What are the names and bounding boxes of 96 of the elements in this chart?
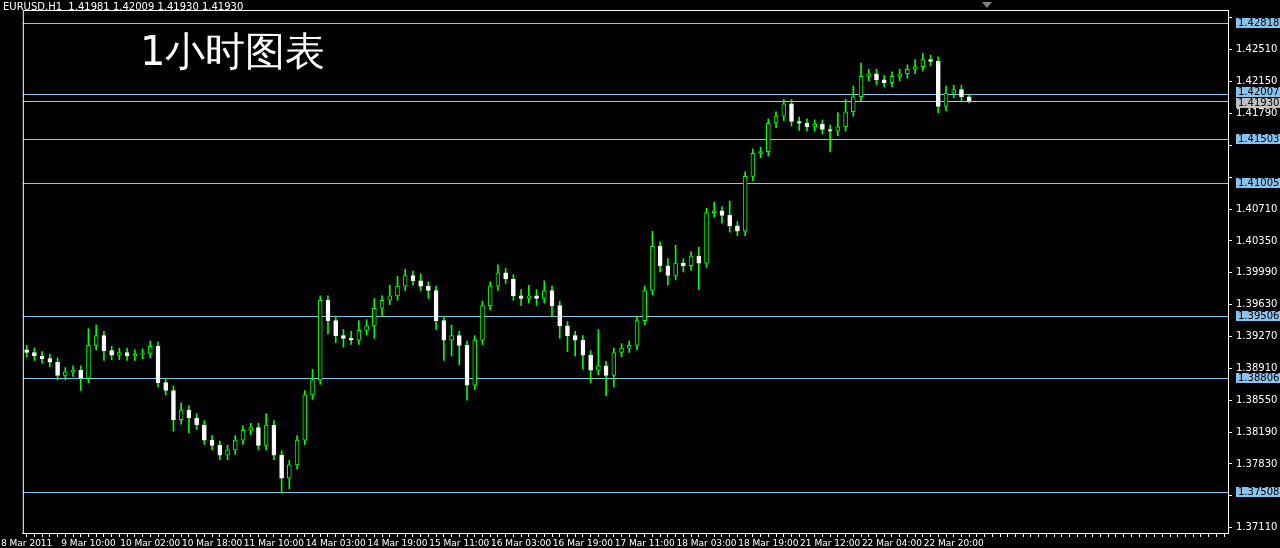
candlestick	[835, 112, 841, 136]
candlestick	[735, 221, 740, 236]
candlestick	[202, 420, 207, 445]
text: 1小时图表	[140, 27, 326, 76]
candlestick	[827, 124, 833, 152]
x-tick-label: 22 Mar 04:00	[861, 537, 923, 548]
candlestick	[279, 450, 284, 494]
candlestick	[565, 321, 570, 352]
candlestick	[681, 258, 686, 273]
x-tick-label: 18 Mar 03:00	[676, 537, 737, 548]
candlestick	[959, 84, 964, 102]
candlestick	[32, 347, 37, 361]
candlestick	[194, 413, 199, 430]
candlestick	[341, 329, 346, 348]
candlestick	[109, 345, 114, 360]
candlestick	[673, 245, 678, 281]
candlestick	[796, 116, 802, 131]
y-tick-label: 1.38190	[1236, 425, 1278, 437]
ref-line-label: 1.41503	[1238, 133, 1280, 145]
candlestick	[711, 201, 717, 218]
candlestick	[310, 368, 315, 400]
candlestick	[503, 268, 508, 284]
candlestick	[287, 460, 292, 490]
ref-line-label: 1.41930	[1238, 97, 1280, 109]
candlestick	[256, 422, 261, 451]
candlestick	[588, 350, 593, 383]
x-tick-label: 17 Mar 11:00	[614, 537, 676, 548]
candlestick	[387, 284, 393, 306]
x-tick-label: 21 Mar 12:00	[800, 537, 861, 548]
candlestick	[766, 118, 771, 157]
candlestick	[619, 343, 624, 358]
ref-line-label: 1.42007	[1238, 86, 1280, 98]
y-tick-label: 1.41790	[1236, 107, 1278, 119]
candlestick	[820, 119, 825, 135]
candlestick	[140, 348, 145, 359]
candlestick	[626, 340, 632, 353]
ref-line-label: 1.42818	[1238, 17, 1280, 29]
candlestick	[333, 315, 339, 344]
ref-line-label: 1.38806	[1238, 372, 1280, 384]
candlestick	[171, 385, 176, 432]
chart-subtitle: EURUSD,H1 1.41981 1.42009 1.41930 1.41930	[3, 1, 244, 12]
candlestick	[650, 230, 655, 296]
candlestick	[534, 289, 539, 306]
candlestick	[572, 330, 578, 357]
y-tick-label: 1.39990	[1236, 266, 1278, 278]
y-tick-label: 1.38910	[1236, 361, 1278, 373]
candlestick	[86, 328, 91, 383]
candlestick	[449, 324, 454, 357]
candlestick	[789, 99, 794, 127]
x-tick-label: 22 Mar 20:00	[923, 537, 985, 548]
candlestick	[55, 357, 60, 381]
x-tick-label: 10 Mar 18:00	[182, 537, 243, 548]
y-tick-label: 1.42150	[1236, 75, 1278, 87]
y-tick-label: 1.37830	[1236, 457, 1278, 469]
candlestick	[850, 85, 856, 117]
x-tick-label: 8 Mar 2011	[0, 537, 53, 548]
ref-line-label: 1.37508	[1238, 486, 1280, 498]
candlestick	[348, 330, 354, 345]
candlestick	[364, 319, 369, 336]
x-tick-label: 15 Mar 11:00	[429, 537, 490, 548]
candlestick	[928, 54, 933, 67]
candlestick	[117, 347, 122, 360]
candlestick	[843, 99, 848, 132]
x-tick-label: 11 Mar 10:00	[243, 537, 305, 548]
candlestick	[897, 68, 902, 82]
x-tick-label: 14 Mar 19:00	[367, 537, 428, 548]
y-tick-label: 1.40710	[1236, 202, 1278, 214]
candlestick	[418, 273, 423, 291]
y-tick-label: 1.39270	[1236, 330, 1278, 342]
candlestick	[704, 207, 709, 268]
candlestick	[480, 300, 485, 345]
x-tick-label: 9 Mar 10:00	[61, 537, 116, 548]
candlestick	[881, 75, 887, 88]
y-tick-label: 1.39630	[1236, 298, 1278, 310]
candlestick	[395, 276, 400, 301]
candlestick	[905, 64, 910, 79]
candlestick	[511, 274, 516, 301]
candlestick	[596, 329, 601, 375]
candlestick	[812, 119, 818, 132]
ref-line-label: 1.41005	[1238, 177, 1280, 189]
x-tick-label: 10 Mar 02:00	[120, 537, 181, 548]
candlestick	[225, 445, 230, 460]
y-tick-label: 1.37110	[1236, 521, 1278, 533]
y-tick-label: 1.40350	[1236, 234, 1278, 246]
candlestick	[696, 246, 702, 290]
candlestick	[874, 68, 879, 85]
y-tick-label: 1.38550	[1236, 393, 1278, 405]
x-tick-label: 18 Mar 19:00	[738, 537, 799, 548]
x-tick-label: 14 Mar 03:00	[305, 537, 367, 548]
x-tick-label: 16 Mar 19:00	[552, 537, 614, 548]
candlestick	[758, 146, 763, 159]
x-tick-label: 16 Mar 03:00	[491, 537, 552, 548]
ref-line-label: 1.39506	[1238, 310, 1280, 322]
y-tick-label: 1.42510	[1236, 43, 1278, 55]
candlestick	[426, 281, 431, 299]
candlestick	[371, 298, 377, 339]
